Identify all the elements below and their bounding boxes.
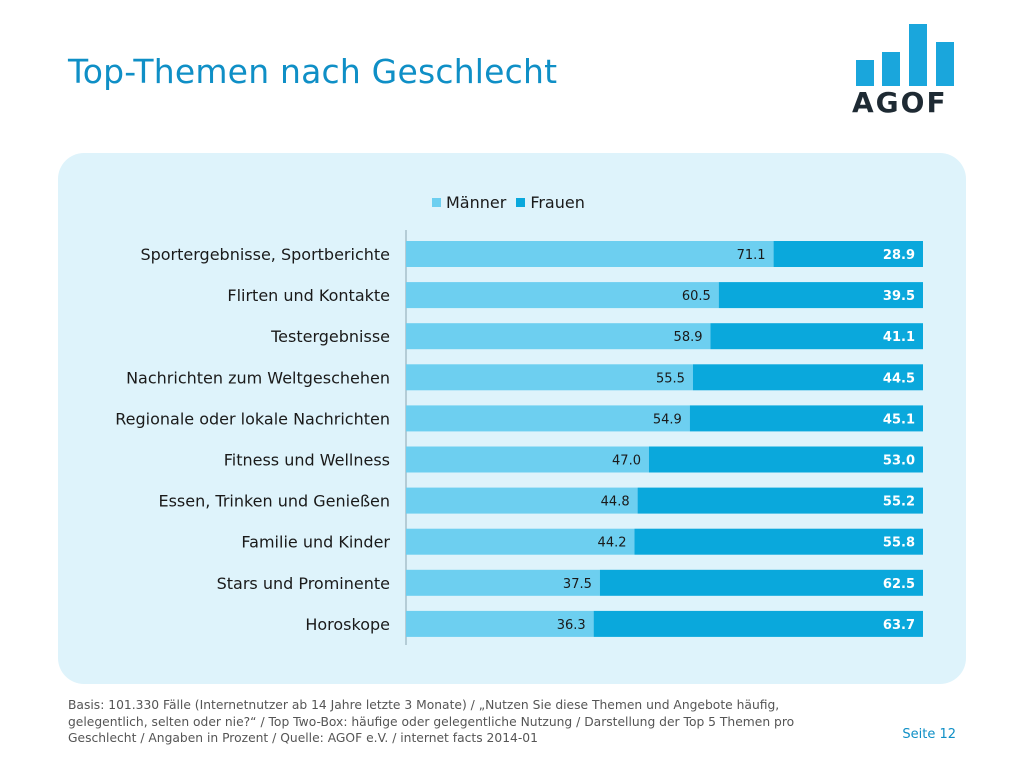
data-label-frauen: 39.5 bbox=[883, 289, 915, 304]
data-label-frauen: 63.7 bbox=[883, 618, 915, 633]
bar-frauen bbox=[718, 282, 923, 309]
data-label-maenner: 54.9 bbox=[653, 412, 682, 427]
data-label-maenner: 36.3 bbox=[557, 618, 586, 633]
page-title: Top-Themen nach Geschlecht bbox=[68, 52, 558, 91]
agof-logo: AGOF bbox=[852, 24, 962, 124]
legend-label-frauen: Frauen bbox=[530, 192, 585, 212]
bar-frauen bbox=[593, 610, 923, 637]
category-label: Horoskope bbox=[305, 615, 390, 634]
logo-text: AGOF bbox=[852, 86, 948, 119]
logo-bar-2 bbox=[882, 52, 900, 86]
data-label-frauen: 53.0 bbox=[883, 454, 915, 469]
bar-maenner bbox=[406, 282, 719, 309]
bar-maenner bbox=[406, 446, 649, 473]
category-label: Sportergebnisse, Sportberichte bbox=[140, 245, 390, 264]
bar-frauen bbox=[648, 446, 923, 473]
bar-maenner bbox=[406, 528, 635, 555]
category-label: Familie und Kinder bbox=[241, 533, 390, 552]
logo-bar-3 bbox=[909, 24, 927, 86]
category-label: Stars und Prominente bbox=[217, 574, 390, 593]
footnote: Basis: 101.330 Fälle (Internetnutzer ab … bbox=[68, 698, 795, 745]
data-label-frauen: 62.5 bbox=[883, 577, 915, 592]
legend-label-maenner: Männer bbox=[446, 192, 507, 212]
logo-bar-4 bbox=[936, 42, 954, 86]
bar-maenner bbox=[406, 364, 693, 391]
bar-frauen bbox=[689, 405, 923, 432]
bar-frauen bbox=[710, 323, 923, 350]
bar-maenner bbox=[406, 610, 594, 637]
bar-frauen bbox=[637, 487, 923, 514]
data-label-maenner: 55.5 bbox=[656, 371, 685, 386]
data-label-maenner: 44.2 bbox=[598, 536, 627, 551]
chart-legend: Männer Frauen bbox=[432, 192, 585, 212]
data-label-frauen: 45.1 bbox=[883, 412, 915, 427]
data-label-frauen: 28.9 bbox=[883, 248, 915, 263]
data-label-frauen: 55.8 bbox=[883, 536, 915, 551]
bar-maenner bbox=[406, 323, 711, 350]
data-label-frauen: 44.5 bbox=[883, 371, 915, 386]
bar-frauen bbox=[599, 569, 923, 596]
data-label-maenner: 47.0 bbox=[612, 454, 641, 469]
data-label-maenner: 44.8 bbox=[601, 495, 630, 510]
bar-maenner bbox=[406, 487, 638, 514]
data-label-frauen: 55.2 bbox=[883, 495, 915, 510]
bar-maenner bbox=[406, 241, 774, 267]
data-label-maenner: 37.5 bbox=[563, 577, 592, 592]
category-label: Testergebnisse bbox=[270, 327, 390, 346]
category-label: Fitness und Wellness bbox=[224, 451, 390, 470]
legend-swatch-frauen bbox=[516, 197, 526, 207]
category-label: Regionale oder lokale Nachrichten bbox=[115, 409, 390, 428]
data-label-maenner: 71.1 bbox=[737, 248, 766, 263]
legend-item-frauen: Frauen bbox=[516, 193, 585, 212]
page-number: Seite 12 bbox=[902, 727, 956, 742]
legend-swatch-maenner bbox=[432, 197, 441, 207]
bar-frauen bbox=[773, 241, 923, 267]
bar-frauen bbox=[692, 364, 923, 391]
data-label-maenner: 60.5 bbox=[682, 289, 711, 304]
logo-bar-1 bbox=[856, 60, 874, 86]
data-label-frauen: 41.1 bbox=[883, 330, 915, 345]
legend-item-maenner: Männer bbox=[432, 193, 506, 212]
category-label: Essen, Trinken und Genießen bbox=[158, 492, 390, 511]
category-label: Flirten und Kontakte bbox=[227, 286, 390, 305]
bar-maenner bbox=[406, 569, 600, 596]
bar-maenner bbox=[406, 405, 690, 432]
bar-frauen bbox=[634, 528, 923, 555]
data-label-maenner: 58.9 bbox=[674, 330, 703, 345]
category-label: Nachrichten zum Weltgeschehen bbox=[126, 368, 390, 387]
